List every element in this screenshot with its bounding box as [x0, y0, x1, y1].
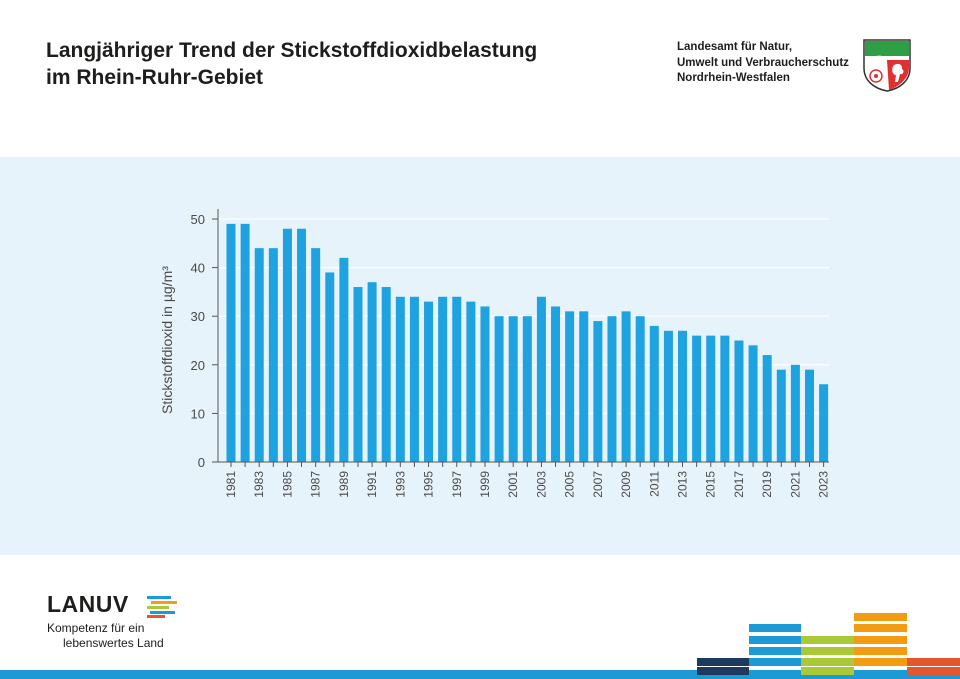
- agency-name-line-2: Umwelt und Verbraucherschutz: [677, 56, 849, 69]
- bar-2008: [607, 316, 617, 462]
- tagline: Kompetenz für ein lebenswertes Land: [47, 621, 164, 651]
- agency-name-line-1: Landesamt für Natur,: [677, 41, 793, 53]
- no2-trend-bar-chart: 0 10 20 30 40 50 1981 1983 1985 1987 1989 1991 1993…: [159, 209, 831, 498]
- bar-2015: [706, 335, 716, 462]
- bar-2014: [692, 335, 702, 462]
- bar-2007: [593, 321, 603, 462]
- lanuv-logo-bars-icon: [147, 596, 177, 618]
- bar-2004: [551, 306, 561, 462]
- chart-panel: [0, 157, 960, 555]
- bar-1996: [438, 296, 448, 462]
- bar-2005: [565, 311, 575, 462]
- bar-2002: [522, 316, 532, 462]
- x-tick-label: 1989: [337, 471, 351, 498]
- x-tick-label: 1999: [478, 471, 492, 498]
- x-tick-label: 2017: [732, 471, 746, 498]
- x-tick-label: 2021: [788, 471, 802, 498]
- x-tick-label: 1991: [365, 471, 379, 498]
- x-tick-label: 1997: [450, 471, 464, 498]
- bar-2018: [748, 345, 758, 462]
- bar-1988: [325, 272, 335, 462]
- bar-2013: [678, 330, 688, 462]
- tagline-line-2: lebenswertes Land: [63, 636, 164, 650]
- bar-1981: [226, 223, 236, 462]
- y-tick-label: 20: [191, 358, 205, 373]
- y-tick-labels: 0 10 20 30 40 50: [191, 212, 218, 470]
- y-tick-label: 40: [191, 261, 205, 276]
- bar-1985: [282, 228, 292, 462]
- bar-1982: [240, 223, 250, 462]
- y-axis-label: Stickstoffdioxid in µg/m³: [159, 266, 175, 414]
- x-tick-label: 2013: [676, 471, 690, 498]
- x-tick-label: 2007: [591, 471, 605, 498]
- bar-1983: [254, 248, 264, 462]
- y-tick-label: 50: [191, 212, 205, 227]
- bar-2022: [805, 369, 815, 462]
- bar-1991: [367, 282, 377, 462]
- page-title: Langjähriger Trend der Stickstoffdioxidb…: [46, 37, 646, 91]
- x-tick-labels: 1981 1983 1985 1987 1989 1991 1993 1995 1997 1999…: [224, 462, 831, 498]
- x-tick-label: 2015: [704, 471, 718, 498]
- x-tick-label: 1987: [309, 471, 323, 498]
- bar-2023: [819, 384, 829, 462]
- bar-1990: [353, 287, 363, 462]
- bar-1995: [424, 301, 434, 462]
- bar-2017: [734, 340, 744, 462]
- bar-2006: [579, 311, 589, 462]
- bar-2003: [536, 296, 546, 462]
- bar-1994: [409, 296, 419, 462]
- page-title-line-1: Langjähriger Trend der Stickstoffdioxidb…: [46, 39, 538, 62]
- bar-1987: [311, 248, 321, 462]
- agency-name: Landesamt für Natur, Umwelt und Verbrauc…: [677, 40, 849, 87]
- x-tick-label: 2023: [817, 471, 831, 498]
- x-tick-label: 2005: [563, 471, 577, 498]
- bar-1998: [466, 301, 476, 462]
- lanuv-logo: LANUV: [47, 591, 129, 617]
- bar-1984: [268, 248, 278, 462]
- tagline-line-1: Kompetenz für ein: [47, 621, 145, 635]
- decorative-footer-stripes: [0, 613, 960, 679]
- bar-1989: [339, 257, 349, 462]
- bar-2020: [776, 369, 786, 462]
- y-tick-label: 30: [191, 309, 205, 324]
- x-tick-label: 1985: [280, 471, 294, 498]
- y-tick-label: 0: [198, 455, 205, 470]
- bar-2021: [790, 364, 800, 462]
- x-tick-label: 2001: [506, 471, 520, 498]
- x-tick-label: 2003: [534, 471, 548, 498]
- page-title-line-2: im Rhein-Ruhr-Gebiet: [46, 66, 264, 89]
- x-tick-label: 1981: [224, 471, 238, 498]
- bar-1999: [480, 306, 490, 462]
- agency-name-line-3: Nordrhein-Westfalen: [677, 72, 790, 84]
- bar-2000: [494, 316, 504, 462]
- x-tick-label: 2009: [619, 471, 633, 498]
- x-tick-label: 1993: [393, 471, 407, 498]
- x-tick-label: 1983: [252, 471, 266, 498]
- bar-1997: [452, 296, 462, 462]
- bar-2010: [635, 316, 645, 462]
- x-tick-label: 1995: [422, 471, 436, 498]
- bar-2016: [720, 335, 730, 462]
- x-tick-label: 2011: [647, 471, 661, 497]
- bar-1992: [381, 287, 391, 462]
- nrw-coat-of-arms-icon: [863, 39, 911, 92]
- bar-1993: [395, 296, 405, 462]
- bar-1986: [297, 228, 307, 462]
- bar-2009: [621, 311, 631, 462]
- bar-2019: [762, 355, 772, 462]
- bar-series: [226, 223, 829, 462]
- bar-2001: [508, 316, 518, 462]
- x-tick-label: 2019: [760, 471, 774, 498]
- bar-2011: [649, 325, 659, 462]
- axes: [217, 209, 829, 463]
- bar-2012: [663, 330, 673, 462]
- y-tick-label: 10: [191, 406, 205, 421]
